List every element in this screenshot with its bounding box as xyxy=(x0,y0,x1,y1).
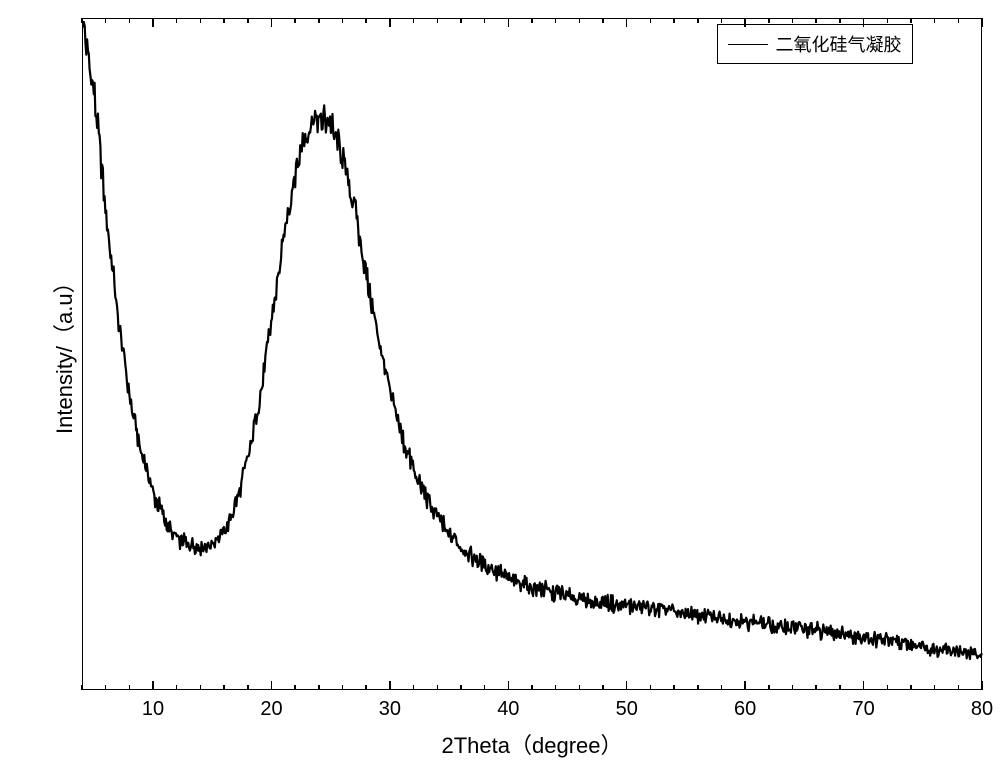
x-major-tick xyxy=(626,18,628,27)
x-minor-tick xyxy=(934,685,936,690)
x-minor-tick xyxy=(176,685,178,690)
x-minor-tick xyxy=(555,685,557,690)
x-minor-tick xyxy=(650,18,652,23)
plot-area xyxy=(82,18,982,690)
x-minor-tick xyxy=(342,685,344,690)
x-minor-tick xyxy=(81,18,83,23)
x-minor-tick xyxy=(815,18,817,23)
x-tick-label: 70 xyxy=(852,698,874,721)
x-minor-tick xyxy=(223,18,225,23)
x-minor-tick xyxy=(342,18,344,23)
x-minor-tick xyxy=(176,18,178,23)
x-minor-tick xyxy=(958,18,960,23)
x-minor-tick xyxy=(484,18,486,23)
x-minor-tick xyxy=(531,18,533,23)
x-minor-tick xyxy=(129,18,131,23)
x-minor-tick xyxy=(294,685,296,690)
x-minor-tick xyxy=(958,685,960,690)
x-minor-tick xyxy=(887,685,889,690)
x-major-tick xyxy=(508,18,510,27)
x-minor-tick xyxy=(792,18,794,23)
x-tick-label: 30 xyxy=(379,698,401,721)
x-major-tick xyxy=(863,681,865,690)
x-minor-tick xyxy=(721,685,723,690)
legend-label: 二氧化硅气凝胶 xyxy=(776,31,902,57)
x-minor-tick xyxy=(839,685,841,690)
x-minor-tick xyxy=(81,685,83,690)
x-axis-label: 2Theta（degree） xyxy=(382,728,682,760)
x-tick-label: 80 xyxy=(971,698,993,721)
x-major-tick xyxy=(744,681,746,690)
series-line xyxy=(83,22,982,659)
legend: 二氧化硅气凝胶 xyxy=(717,24,913,64)
x-minor-tick xyxy=(768,685,770,690)
x-minor-tick xyxy=(934,18,936,23)
x-minor-tick xyxy=(105,685,107,690)
x-major-tick xyxy=(744,18,746,27)
xrd-line-plot xyxy=(83,19,983,691)
x-minor-tick xyxy=(602,18,604,23)
x-minor-tick xyxy=(768,18,770,23)
x-minor-tick xyxy=(460,18,462,23)
x-minor-tick xyxy=(887,18,889,23)
legend-line-swatch xyxy=(728,44,768,45)
x-major-tick xyxy=(389,18,391,27)
x-minor-tick xyxy=(437,18,439,23)
x-tick-label: 60 xyxy=(734,698,756,721)
x-major-tick xyxy=(271,681,273,690)
x-minor-tick xyxy=(673,685,675,690)
x-minor-tick xyxy=(579,685,581,690)
x-minor-tick xyxy=(365,18,367,23)
x-major-tick xyxy=(152,681,154,690)
x-minor-tick xyxy=(200,685,202,690)
x-minor-tick xyxy=(579,18,581,23)
x-minor-tick xyxy=(413,18,415,23)
x-minor-tick xyxy=(365,685,367,690)
x-minor-tick xyxy=(200,18,202,23)
x-minor-tick xyxy=(815,685,817,690)
x-major-tick xyxy=(508,681,510,690)
x-major-tick xyxy=(626,681,628,690)
x-tick-label: 20 xyxy=(260,698,282,721)
x-minor-tick xyxy=(910,685,912,690)
x-minor-tick xyxy=(910,18,912,23)
x-tick-label: 10 xyxy=(142,698,164,721)
x-minor-tick xyxy=(318,685,320,690)
x-tick-label: 50 xyxy=(616,698,638,721)
x-tick-label: 40 xyxy=(497,698,519,721)
x-minor-tick xyxy=(484,685,486,690)
x-major-tick xyxy=(863,18,865,27)
x-minor-tick xyxy=(721,18,723,23)
x-minor-tick xyxy=(697,685,699,690)
y-axis-label: Intensity/（a.u） xyxy=(47,271,79,434)
x-major-tick xyxy=(981,18,983,27)
x-minor-tick xyxy=(247,18,249,23)
x-minor-tick xyxy=(294,18,296,23)
x-minor-tick xyxy=(413,685,415,690)
x-minor-tick xyxy=(437,685,439,690)
x-minor-tick xyxy=(318,18,320,23)
x-minor-tick xyxy=(792,685,794,690)
x-minor-tick xyxy=(673,18,675,23)
x-minor-tick xyxy=(697,18,699,23)
xrd-figure: 二氧化硅气凝胶 Intensity/（a.u） 2Theta（degree） 1… xyxy=(0,0,1000,771)
x-major-tick xyxy=(152,18,154,27)
x-major-tick xyxy=(389,681,391,690)
x-minor-tick xyxy=(650,685,652,690)
x-minor-tick xyxy=(555,18,557,23)
x-minor-tick xyxy=(223,685,225,690)
x-minor-tick xyxy=(602,685,604,690)
x-minor-tick xyxy=(247,685,249,690)
x-minor-tick xyxy=(839,18,841,23)
x-major-tick xyxy=(271,18,273,27)
x-minor-tick xyxy=(531,685,533,690)
x-minor-tick xyxy=(105,18,107,23)
x-minor-tick xyxy=(129,685,131,690)
x-major-tick xyxy=(981,681,983,690)
x-minor-tick xyxy=(460,685,462,690)
